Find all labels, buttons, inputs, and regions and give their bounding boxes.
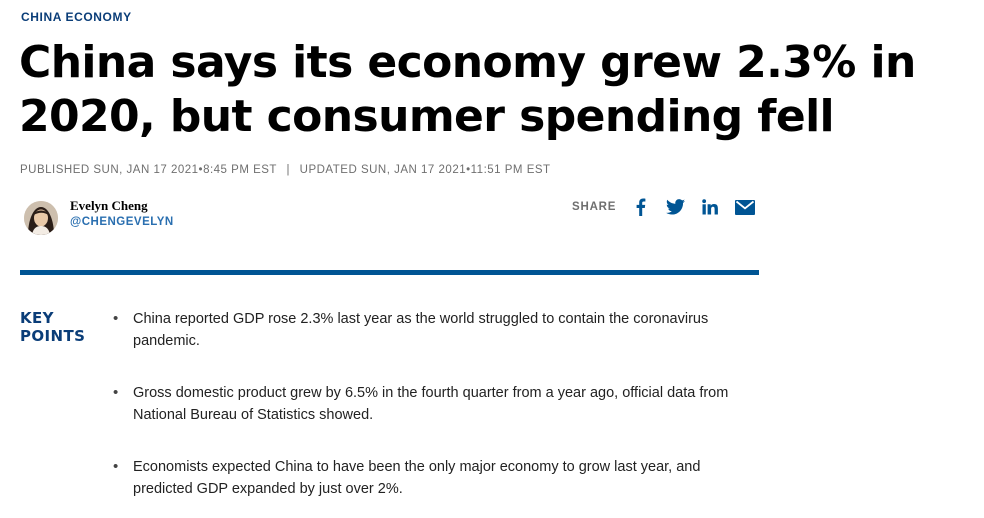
key-points-list: • China reported GDP rose 2.3% last year… [112, 308, 752, 500]
share-bar: SHARE [572, 196, 756, 218]
key-points-title-line2: POINTS [20, 327, 86, 345]
author-twitter-handle[interactable]: @CHENGEVELYN [70, 216, 174, 228]
updated-time: UPDATED SUN, JAN 17 2021•11:51 PM EST [299, 164, 551, 176]
bullet-icon: • [113, 458, 119, 475]
key-points-title: KEY POINTS [20, 309, 110, 345]
timestamp-separator: | [286, 164, 290, 176]
key-points-title-line1: KEY [20, 309, 54, 327]
author-name-link[interactable]: Evelyn Cheng [70, 198, 148, 213]
share-label: SHARE [572, 201, 617, 213]
key-point-text: Economists expected China to have been t… [133, 459, 701, 497]
section-divider [20, 270, 759, 275]
timestamps: PUBLISHED SUN, JAN 17 2021•8:45 PM EST |… [20, 164, 551, 176]
published-time: PUBLISHED SUN, JAN 17 2021•8:45 PM EST [20, 164, 277, 176]
author-photo [24, 201, 58, 235]
article-headline: China says its economy grew 2.3% in 2020… [19, 37, 916, 142]
key-point-text: China reported GDP rose 2.3% last year a… [133, 311, 709, 349]
facebook-icon[interactable] [630, 197, 650, 217]
email-icon[interactable] [735, 197, 756, 217]
author-avatar[interactable] [24, 201, 58, 235]
bullet-icon: • [113, 310, 119, 327]
twitter-icon[interactable] [665, 197, 685, 217]
key-point-item: • Gross domestic product grew by 6.5% in… [112, 382, 752, 426]
bullet-icon: • [113, 384, 119, 401]
key-point-item: • China reported GDP rose 2.3% last year… [112, 308, 752, 352]
key-point-item: • Economists expected China to have been… [112, 456, 752, 500]
key-point-text: Gross domestic product grew by 6.5% in t… [133, 385, 729, 423]
linkedin-icon[interactable] [700, 197, 720, 217]
section-tag-link[interactable]: CHINA ECONOMY [21, 10, 132, 24]
